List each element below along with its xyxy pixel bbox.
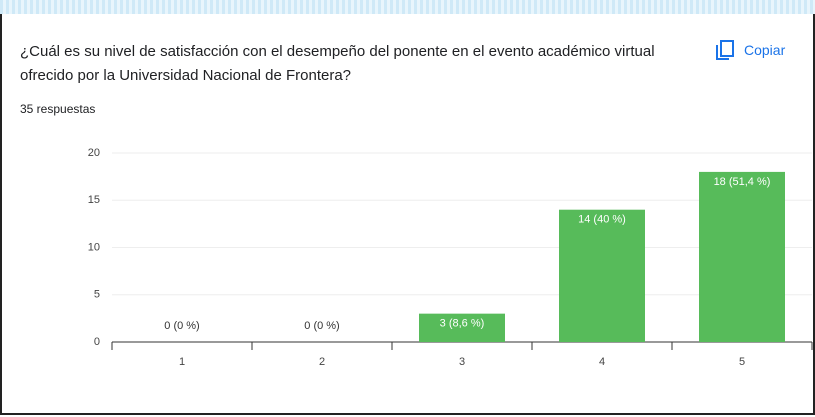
value-label: 18 (51,4 %) xyxy=(714,176,771,188)
copy-label[interactable]: Copiar xyxy=(744,42,786,58)
value-label: 14 (40 %) xyxy=(578,214,626,226)
y-tick-label: 5 xyxy=(94,289,100,301)
bar xyxy=(559,209,645,342)
x-tick-label: 1 xyxy=(179,356,185,368)
copy-icon xyxy=(716,40,734,60)
y-tick-label: 20 xyxy=(88,147,100,159)
response-count: 35 respuestas xyxy=(20,102,96,116)
x-tick-label: 3 xyxy=(459,356,465,368)
y-tick-label: 15 xyxy=(88,194,100,206)
copy-button[interactable]: Copiar xyxy=(714,38,785,62)
y-tick-label: 10 xyxy=(88,241,100,253)
value-label: 0 (0 %) xyxy=(164,320,199,332)
x-tick-label: 5 xyxy=(739,356,745,368)
card xyxy=(0,14,815,415)
y-tick-label: 0 xyxy=(94,336,100,348)
question-title: ¿Cuál es su nivel de satisfacción con el… xyxy=(20,43,655,84)
bar xyxy=(419,313,505,342)
top-strip xyxy=(0,0,815,14)
value-label: 3 (8,6 %) xyxy=(440,318,485,330)
x-tick-label: 4 xyxy=(599,356,605,368)
x-tick-label: 2 xyxy=(319,356,325,368)
bar xyxy=(699,171,785,342)
value-label: 0 (0 %) xyxy=(304,320,339,332)
